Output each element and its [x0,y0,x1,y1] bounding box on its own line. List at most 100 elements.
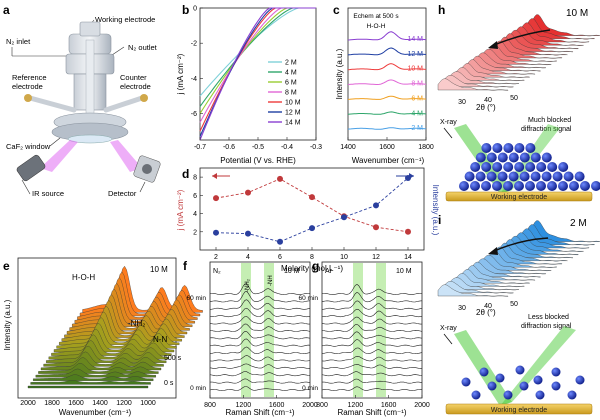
panel-f: f 800 1200 1600 2000 N₂ -NH₂ -NH 10 M 60 mi… [183,259,318,417]
panel-h-electrode-label: Working electrode [491,194,547,201]
chart-d-point-intensity [341,214,347,221]
chart-b-ytick-label: -6 [191,111,197,118]
chart-b-ytick-label: -2 [191,41,197,48]
chart-b-ytick-label: 0 [193,6,197,13]
chart-c-line-6m [347,95,427,100]
chart-c-series-label: 14 M [407,36,423,43]
chart-h-pattern [454,67,525,81]
chart-e-ylabel: Intensity (a.u.) [3,299,12,350]
chart-h-pattern [448,71,519,85]
panel-letter-i: i [438,213,441,227]
chart-e-frame-trace [56,322,177,349]
atom [503,162,514,172]
chart-h-pattern [513,26,584,46]
panel-c: c Echem at 500 s H-O-H 14 M 12 M 10 M 8 M 6 … [333,3,434,165]
atom [486,171,497,182]
chart-e-peak-nn: N-N [153,335,167,344]
chart-f-xlabel: Raman Shift (cm⁻¹) [225,408,294,417]
chart-d-ylabel-right: Intensity (a.u.) [431,185,440,236]
chart-g-spectrum [321,316,422,325]
atom [558,181,568,191]
chart-g-gas: Ar [325,268,333,275]
chart-f-spectrum [209,363,311,369]
chart-f-spectrum [209,378,311,384]
panel-h-xray-label: X-ray [440,119,457,126]
atom [503,143,514,153]
atom [481,181,491,191]
chart-f-spectrum [209,323,311,332]
chart-g-spectrum [321,308,423,318]
chart-d-point-j [373,224,379,231]
chart-e-frame-trace [53,328,175,353]
chart-h-pattern [437,78,509,91]
chart-e-xtick-label: 1400 [92,400,108,407]
chart-g-t-start: 0 min [302,385,318,392]
atom [530,171,541,182]
chart-e-xtick-label: 1600 [68,400,84,407]
chart-e-frame-trace [72,288,193,327]
chart-d-point-intensity [373,202,379,209]
chart-f-spectrum [209,346,311,355]
caf2-window-label: CaF₂ window [6,142,51,151]
chart-i-pattern [508,235,579,255]
electrochemical-cell-illustration [16,21,161,183]
atom [503,390,513,400]
atom [525,162,536,172]
chart-d-point-j [213,195,219,202]
atom [515,365,525,375]
counter-electrode-label: Counter electrode [120,73,151,91]
chart-c-xtick-label: 1400 [340,144,356,151]
atom [569,181,579,191]
chart-f-frame [209,261,311,399]
chart-c-xtick-label: 1600 [379,144,395,151]
chart-b-ylabel: j (mA cm⁻²) [176,53,185,95]
chart-h-waterfall [437,14,600,91]
chart-d-ytick-label: 8 [193,175,197,182]
chart-h-pattern [464,59,536,75]
atom [535,390,545,400]
chart-e-frame-trace [69,294,190,331]
chart-d-ytick-label: 6 [193,193,197,200]
chart-g-xtick-label: 1200 [348,402,364,409]
chart-d-xtick-label: 4 [246,254,250,261]
atom [492,143,503,153]
chart-c-series-label: 12 M [407,51,423,58]
panel-h: h 10 M 30 40 50 2θ (°) Much blocked diffra… [437,3,600,202]
chart-f-spectrum [209,386,311,391]
atom [536,162,547,172]
atom [492,162,503,172]
atom [514,143,525,153]
chart-e-frame-trace [46,345,167,363]
chart-c-series-label: 6 M [411,95,423,102]
chart-g-spectrum [321,363,423,369]
panel-g: g 800 1200 1600 2000 Ar 10 M 60 min 0 min R… [298,259,429,417]
atom [574,171,585,182]
atom [525,143,536,153]
chart-d-frame [199,167,425,251]
chart-f-series [209,283,311,391]
atom [536,181,546,191]
atom [497,152,508,163]
chart-g-spectrum [321,339,423,347]
chart-f-band-nh-label: -NH [268,275,274,286]
chart-g-xtick-label: 800 [316,402,328,409]
chart-f-ticks: 800 1200 1600 2000 [204,395,318,409]
chart-g-spectrum [321,292,423,303]
chart-d-point-j [277,175,283,182]
chart-i-pattern [443,281,514,294]
chart-i-pattern [491,246,563,265]
atom [558,162,569,172]
chart-e-frame-trace [59,317,180,345]
chart-g-frame [321,261,423,399]
chart-e-frame-trace [33,374,154,381]
chart-b-xtick-label: -0.3 [310,144,322,151]
atom [541,171,552,182]
chart-c-xtick-label: 1800 [418,144,434,151]
chart-i-xtick-label: 50 [510,301,518,308]
chart-e-peak-nh2: -NH₂ [128,319,145,328]
chart-d-point-intensity [277,238,283,245]
chart-g-xtick-label: 1600 [381,402,397,409]
chart-i-ticks: 30 40 50 [458,301,518,312]
panel-i-caption-2: diffraction signal [521,323,572,330]
panel-d: d 2 4 6 8 10 12 14 2 4 6 8 Molarity (mol L⁻¹) j (m… [176,167,440,273]
